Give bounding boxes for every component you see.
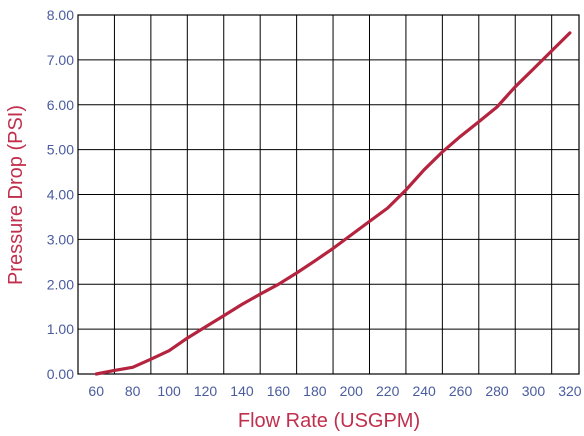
y-tick-label: 7.00 xyxy=(47,52,74,68)
x-tick-label: 160 xyxy=(267,383,291,399)
x-tick-label: 60 xyxy=(88,383,104,399)
y-tick-label: 3.00 xyxy=(47,231,74,247)
y-tick-label: 0.00 xyxy=(47,366,74,382)
series-layer xyxy=(94,31,572,376)
x-tick-label: 240 xyxy=(412,383,436,399)
y-tick-label: 6.00 xyxy=(47,97,74,113)
y-tick-label: 5.00 xyxy=(47,142,74,158)
y-tick-label: 1.00 xyxy=(47,321,74,337)
x-tick-label: 140 xyxy=(230,383,254,399)
x-tick-label: 120 xyxy=(194,383,218,399)
y-tick-label: 4.00 xyxy=(47,187,74,203)
x-tick-label: 260 xyxy=(449,383,473,399)
series-line-0 xyxy=(94,31,572,376)
x-tick-label: 280 xyxy=(485,383,509,399)
grid xyxy=(77,14,580,375)
x-axis-title: Flow Rate (USGPM) xyxy=(238,410,420,432)
x-tick-label: 220 xyxy=(376,383,400,399)
x-tick-label: 100 xyxy=(157,383,181,399)
x-tick-label: 200 xyxy=(340,383,364,399)
x-tick-label: 300 xyxy=(522,383,546,399)
y-tick-labels: 0.00 1.00 2.00 3.00 4.00 5.00 6.00 7.00 8.00 xyxy=(47,7,74,382)
x-tick-label: 80 xyxy=(125,383,141,399)
y-tick-label: 8.00 xyxy=(47,7,74,23)
x-tick-label: 320 xyxy=(558,383,582,399)
x-tick-labels: 60 80 100 120 140 160 180 200 220 240 260 280 300 320 xyxy=(88,383,581,399)
y-axis-title: Pressure Drop (PSI) xyxy=(5,105,27,285)
x-tick-label: 180 xyxy=(303,383,327,399)
y-tick-label: 2.00 xyxy=(47,276,74,292)
